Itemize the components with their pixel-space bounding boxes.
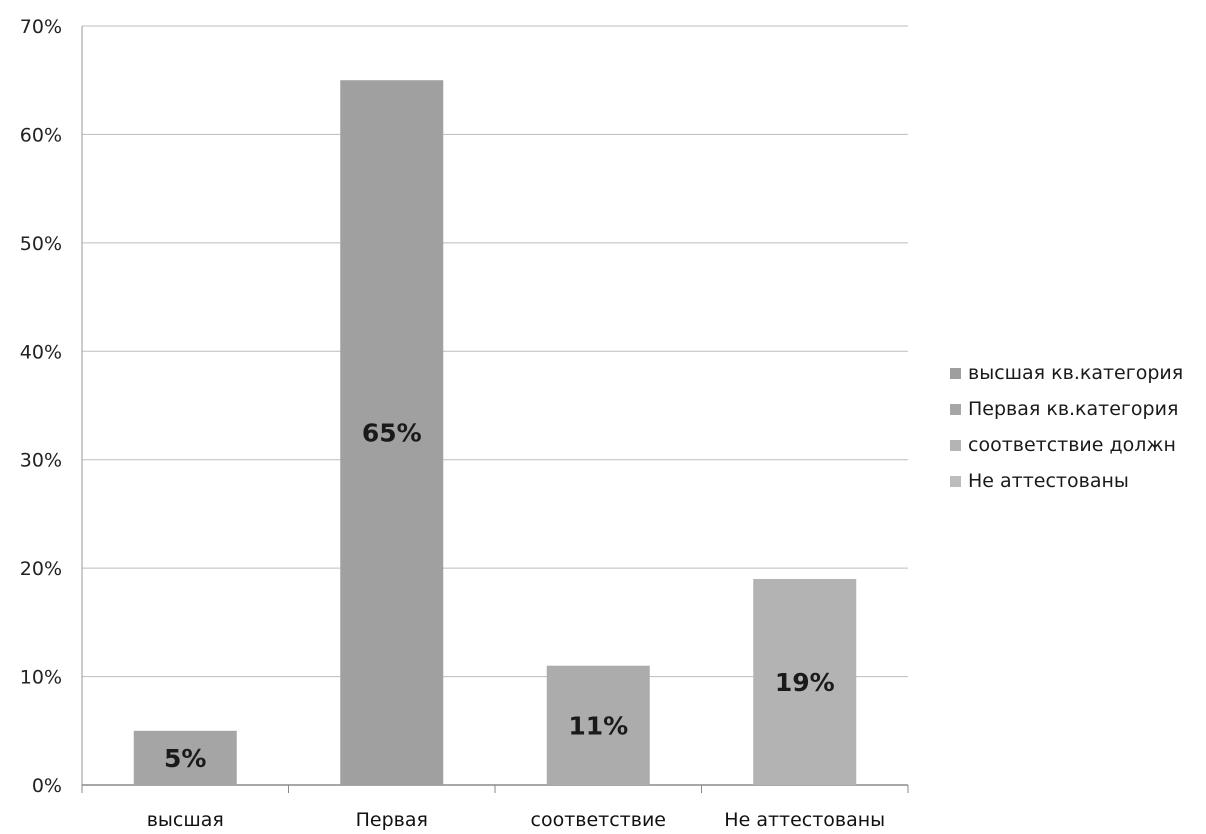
legend-swatch: [950, 403, 961, 415]
bar: [753, 578, 857, 785]
y-tick-label: 60%: [20, 124, 62, 146]
legend-swatch: [950, 439, 961, 451]
y-tick-label: 0%: [32, 775, 62, 797]
y-tick-labels: 0% 10% 20% 30% 40% 50% 60% 70%: [20, 16, 62, 797]
data-label: 5%: [164, 744, 206, 773]
legend-label: Не аттестованы: [968, 470, 1129, 492]
legend-item: соответствие должн: [950, 427, 1206, 463]
x-tick-label: Не аттестованы: [724, 809, 885, 831]
bar: [133, 730, 237, 785]
legend: высшая кв.категория Первая кв.категория …: [950, 355, 1206, 499]
legend-label: Первая кв.категория: [968, 398, 1179, 420]
category-labels: высшая Первая соответствие Не аттестованы: [147, 809, 886, 831]
y-tick-label: 10%: [20, 667, 62, 689]
data-labels: 5% 65% 11% 19%: [164, 419, 835, 773]
legend-swatch: [950, 367, 961, 379]
legend-item: Не аттестованы: [950, 463, 1206, 499]
y-tick-label: 40%: [20, 341, 62, 363]
x-tick-label: Первая: [356, 809, 428, 831]
x-tick-label: соответствие: [531, 809, 666, 831]
y-tick-label: 30%: [20, 450, 62, 472]
legend-label: соответствие должн: [968, 434, 1176, 456]
legend-label: высшая кв.категория: [968, 362, 1184, 384]
y-tick-label: 50%: [20, 233, 62, 255]
bars: [133, 80, 857, 785]
y-tick-label: 70%: [20, 16, 62, 38]
bar: [546, 665, 650, 785]
y-tick-label: 20%: [20, 558, 62, 580]
bar: [340, 80, 444, 785]
legend-swatch: [950, 475, 961, 487]
x-tick-label: высшая: [147, 809, 224, 831]
gridlines: [82, 25, 908, 678]
data-label: 65%: [362, 419, 422, 448]
data-label: 19%: [775, 668, 835, 697]
data-label: 11%: [568, 711, 628, 740]
legend-item: высшая кв.категория: [950, 355, 1206, 391]
legend-item: Первая кв.категория: [950, 391, 1206, 427]
